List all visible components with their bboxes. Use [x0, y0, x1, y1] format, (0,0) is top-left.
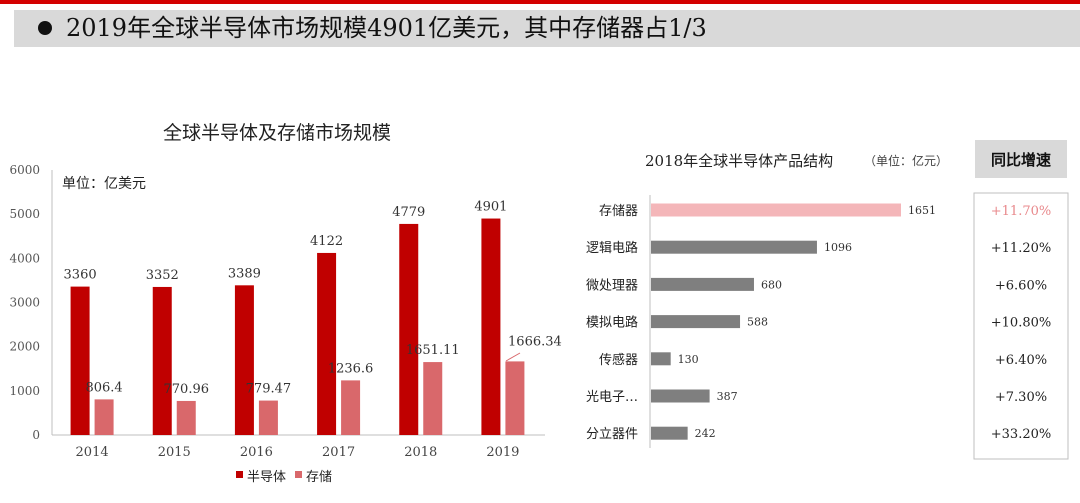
x-tick-label: 2014	[76, 445, 109, 460]
bar-storage-2018	[423, 362, 443, 435]
data-label-semiconductor-2019: 4901	[474, 200, 507, 215]
data-label-storage-2019: 1666.34	[508, 334, 562, 349]
data-label-semiconductor-2017: 4122	[310, 234, 343, 249]
growth-header: 同比增速	[991, 151, 1051, 169]
page-headline: 2019年全球半导体市场规模4901亿美元，其中存储器占1/3	[66, 14, 707, 42]
x-tick-label: 2019	[486, 445, 519, 460]
headline-banner	[14, 10, 1080, 47]
category-label: 传感器	[599, 352, 638, 368]
left-x-axis: 2014 2015 2016 2017 2018 2019	[76, 445, 520, 460]
growth-value: +33.20%	[991, 427, 1051, 442]
y-tick-label: 0	[32, 428, 40, 442]
hbar-value-label: 242	[695, 427, 716, 440]
y-tick-label: 2000	[9, 340, 40, 354]
data-label-storage-2015: 770.96	[164, 382, 210, 397]
category-label: 模拟电路	[586, 315, 638, 331]
right-chart-title: 2018年全球半导体产品结构	[645, 152, 833, 170]
y-tick-label: 5000	[9, 207, 40, 221]
bar-storage-2014	[94, 399, 114, 435]
growth-value: +10.80%	[991, 316, 1051, 331]
left-y-axis: 0 1000 2000 3000 4000 5000 6000	[9, 163, 40, 442]
bar-storage-2015	[176, 400, 196, 435]
left-chart-unit-label: 单位：亿美元	[62, 176, 146, 192]
legend-swatch-storage	[295, 471, 302, 478]
bar-semiconductor-2017	[317, 252, 337, 435]
right-chart-plot: 存储器 1651 逻辑电路 1096 微处理器 680 模拟电路 588 传感器 130 光电子… 3…	[586, 203, 936, 442]
bar-storage-2017	[341, 380, 361, 435]
leader-line-2019-storage	[505, 352, 521, 362]
data-label-storage-2016: 779.47	[246, 382, 292, 397]
category-label: 逻辑电路	[586, 240, 638, 256]
growth-value: +6.40%	[995, 353, 1047, 368]
bar-semiconductor-2014	[70, 286, 90, 435]
hbar-value-label: 588	[747, 316, 768, 329]
category-label: 存储器	[599, 204, 638, 219]
bar-semiconductor-2018	[399, 223, 419, 435]
hbar-1	[651, 240, 817, 254]
hbar-value-label: 387	[717, 390, 738, 403]
hbar-0	[651, 203, 901, 217]
legend-label-storage: 存储	[306, 470, 332, 485]
data-label-storage-2017: 1236.6	[328, 361, 374, 376]
left-chart-plot: 3360 806.4 3352 770.96 3389 779.47 4122 1236.6 4…	[64, 200, 562, 435]
data-label-semiconductor-2015: 3352	[146, 268, 179, 283]
hbar-3	[651, 315, 741, 329]
category-label: 分立器件	[586, 427, 638, 442]
x-tick-label: 2016	[240, 445, 273, 460]
hbar-value-label: 1096	[824, 241, 852, 254]
bar-storage-2016	[258, 400, 278, 435]
x-tick-label: 2015	[158, 445, 191, 460]
x-tick-label: 2018	[404, 445, 437, 460]
y-tick-label: 4000	[9, 251, 40, 265]
x-tick-label: 2017	[322, 445, 355, 460]
hbar-4	[651, 352, 671, 366]
y-tick-label: 6000	[9, 163, 40, 177]
growth-value: +11.70%	[991, 204, 1051, 219]
bar-storage-2019	[505, 361, 525, 435]
bar-semiconductor-2015	[152, 286, 172, 435]
growth-value: +7.30%	[995, 390, 1047, 405]
category-label: 微处理器	[586, 278, 638, 293]
data-label-storage-2018: 1651.11	[406, 343, 460, 358]
top-accent-rule	[0, 0, 1080, 4]
hbar-2	[651, 277, 754, 291]
growth-table: +11.70% +11.20% +6.60% +10.80% +6.40% +7.30% +…	[991, 204, 1051, 442]
growth-table-frame	[973, 192, 1069, 460]
data-label-semiconductor-2014: 3360	[64, 268, 97, 283]
bar-semiconductor-2019	[481, 218, 501, 435]
legend-label-semiconductor: 半导体	[247, 470, 286, 485]
bullet-icon	[38, 21, 52, 35]
hbar-value-label: 130	[678, 353, 699, 366]
category-label: 光电子…	[586, 390, 638, 405]
hbar-value-label: 680	[761, 278, 782, 291]
data-label-storage-2014: 806.4	[85, 380, 122, 395]
growth-header-box	[975, 140, 1067, 178]
growth-value: +6.60%	[995, 278, 1047, 293]
hbar-6	[651, 426, 688, 440]
y-tick-label: 1000	[9, 384, 40, 398]
data-label-semiconductor-2016: 3389	[228, 266, 261, 281]
growth-value: +11.20%	[991, 241, 1051, 256]
right-chart-unit-note: （单位：亿元）	[864, 153, 948, 168]
bar-semiconductor-2016	[234, 285, 254, 435]
y-tick-label: 3000	[9, 296, 40, 310]
legend-swatch-semiconductor	[236, 471, 243, 478]
hbar-5	[651, 389, 710, 403]
hbar-value-label: 1651	[908, 204, 936, 217]
left-chart-title: 全球半导体及存储市场规模	[163, 122, 391, 144]
data-label-semiconductor-2018: 4779	[392, 205, 425, 220]
